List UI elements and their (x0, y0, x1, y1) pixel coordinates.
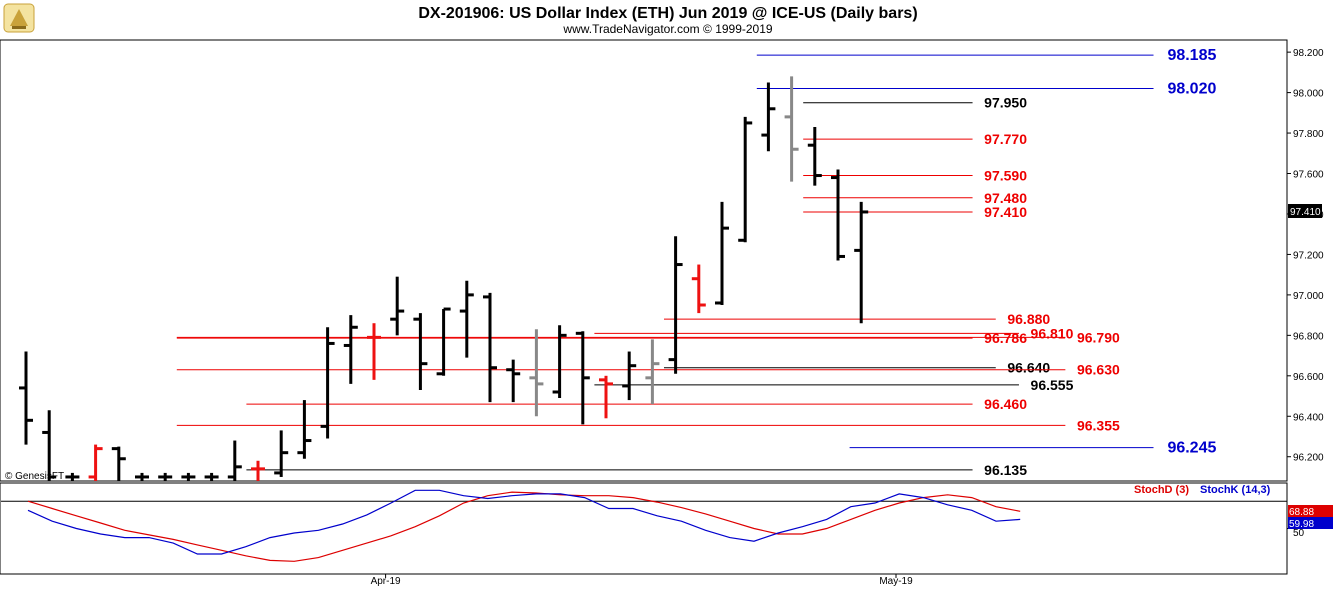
price-tick-label-3: 97.600 (1293, 170, 1324, 181)
level-label-9: 96.790 (1077, 329, 1120, 345)
ohlc-bar-1 (42, 410, 57, 481)
ohlc-bar-9 (227, 440, 242, 481)
ohlc-bar-24 (575, 331, 590, 425)
stoch-d-readout-box (1288, 505, 1333, 517)
chart-title: DX-201906: US Dollar Index (ETH) Jun 201… (418, 5, 917, 22)
ohlc-bar-8 (204, 472, 219, 481)
last-price-label: 97.410 (1290, 207, 1321, 218)
level-label-8: 96.810 (1031, 325, 1074, 341)
chart-subtitle: www.TradeNavigator.com © 1999-2019 (562, 22, 772, 36)
stoch-d-line (27, 491, 1021, 562)
level-label-3: 97.770 (984, 131, 1027, 147)
level-label-0: 98.185 (1167, 47, 1216, 64)
ohlc-bar-6 (158, 472, 173, 481)
watermark: © GenesisFT (5, 471, 64, 482)
ohlc-bar-21 (506, 359, 521, 403)
ohlc-bar-32 (761, 82, 776, 152)
ohlc-bar-3 (88, 444, 103, 481)
ohlc-bar-18 (436, 307, 451, 376)
level-label-6: 97.410 (984, 204, 1027, 220)
level-label-5: 97.480 (984, 190, 1027, 206)
ohlc-bar-33 (784, 76, 799, 182)
price-bars (19, 76, 869, 481)
ohlc-bar-15 (367, 323, 381, 380)
legend-stoch-d: StochD (3) (1134, 484, 1189, 496)
level-label-14: 96.460 (984, 396, 1027, 412)
stoch-k-line (27, 489, 1021, 555)
level-lines: 98.185 98.020 97.950 97.770 97.590 97.48097.4… (176, 47, 1216, 478)
ohlc-bar-0 (19, 351, 33, 445)
ohlc-bar-27 (645, 339, 660, 405)
date-axis: Apr-19 May-19 (371, 574, 913, 587)
ohlc-bar-5 (135, 472, 149, 481)
stoch-k-readout-box (1288, 517, 1333, 529)
ohlc-bar-19 (459, 280, 474, 358)
ohlc-bar-16 (390, 276, 405, 336)
price-tick-label-2: 97.800 (1293, 129, 1324, 140)
level-label-16: 96.245 (1167, 440, 1216, 457)
ohlc-bar-14 (343, 315, 358, 384)
level-label-2: 97.950 (984, 95, 1027, 111)
ohlc-bar-23 (552, 325, 567, 399)
ohlc-bar-2 (65, 472, 80, 481)
ohlc-bar-11 (274, 430, 289, 477)
price-tick-label-5: 97.200 (1293, 250, 1324, 261)
level-label-7: 96.880 (1007, 311, 1050, 327)
ohlc-bar-12 (297, 400, 312, 459)
ohlc-bar-25 (599, 375, 613, 419)
stochastic-lines (1, 489, 1291, 562)
price-tick-label-9: 96.400 (1293, 412, 1324, 423)
level-label-12: 96.630 (1077, 362, 1120, 378)
stoch-k-readout: 59.98 (1289, 519, 1314, 530)
ohlc-bar-17 (413, 313, 428, 390)
ohlc-bar-4 (111, 446, 126, 481)
stoch-d-readout: 68.88 (1289, 507, 1314, 518)
trade-navigator-logo (3, 3, 35, 33)
ohlc-bar-7 (181, 472, 196, 481)
ohlc-bar-36 (854, 201, 869, 324)
ohlc-bar-22 (529, 329, 544, 417)
level-label-13: 96.555 (1031, 377, 1074, 393)
level-label-15: 96.355 (1077, 417, 1120, 433)
ohlc-bar-28 (668, 236, 683, 374)
ohlc-bar-10 (251, 460, 265, 481)
ohlc-bar-13 (320, 327, 335, 439)
level-label-4: 97.590 (984, 168, 1027, 184)
price-tick-label-6: 97.000 (1293, 291, 1324, 302)
legend-stoch-k: StochK (14,3) (1200, 484, 1271, 496)
ohlc-bar-34 (807, 126, 822, 186)
ohlc-bar-29 (691, 264, 706, 314)
level-label-10: 96.786 (984, 330, 1027, 346)
date-tick-label-0: Apr-19 (371, 576, 401, 587)
stoch-axis-tick-label: 50 (1293, 528, 1305, 539)
price-tick-label-7: 96.800 (1293, 331, 1324, 342)
price-panel-frame (0, 39, 1288, 482)
price-tick-label-1: 98.000 (1293, 89, 1324, 100)
level-label-11: 96.640 (1007, 360, 1050, 376)
ohlc-bar-26 (622, 351, 637, 401)
ohlc-bar-35 (831, 169, 845, 261)
level-label-1: 98.020 (1167, 81, 1216, 98)
ohlc-bar-31 (738, 116, 753, 243)
ohlc-bar-30 (715, 201, 729, 306)
price-tick-label-8: 96.600 (1293, 372, 1324, 383)
price-tick-label-0: 98.200 (1293, 48, 1324, 59)
level-label-17: 96.135 (984, 462, 1027, 478)
date-tick-label-1: May-19 (879, 576, 913, 587)
last-price-box (1288, 204, 1322, 218)
ohlc-bar-20 (483, 292, 497, 403)
price-tick-label-10: 96.200 (1293, 453, 1324, 464)
